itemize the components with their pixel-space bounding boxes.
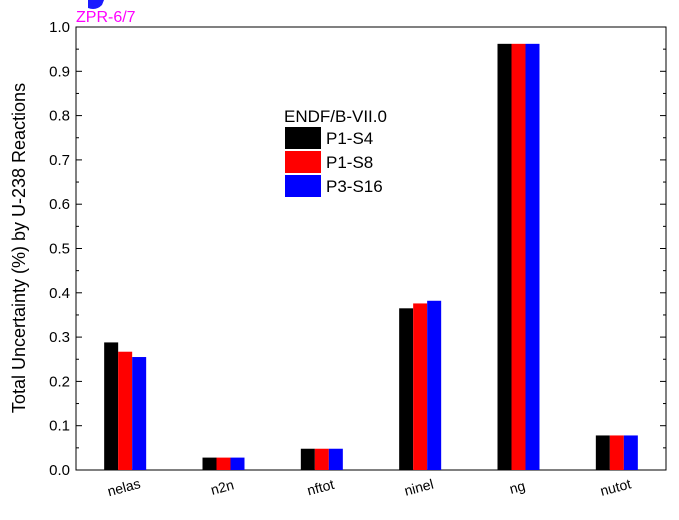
bar-p1-s4-n2n [202,457,217,470]
bar-p1-s8-nutot [609,435,624,470]
y-tick-label: 0.0 [49,462,70,479]
legend-items: P1-S4 P1-S8 P3-S16 [285,127,383,197]
bar-p1-s4-nftot [300,448,315,470]
legend-title: ENDF/B-VII.0 [284,107,387,126]
x-tick-label: nftot [305,476,336,499]
legend-label: P3-S16 [326,177,383,196]
legend-swatch [285,127,321,149]
y-axis-title: Total Uncertainty (%) by U-238 Reactions [9,83,29,413]
legend-swatch [285,175,321,197]
legend-label: P1-S4 [326,129,373,148]
x-axis: nelas n2n nftot ninel ng nutot [106,464,633,499]
y-tick-label: 0.2 [49,373,70,390]
bar-p1-s4-nutot [595,435,610,470]
title-fragment [88,0,104,9]
bar-p3-s16-nftot [328,448,343,470]
y-tick-label: 0.1 [49,418,70,435]
bar-p1-s8-nelas [118,351,133,470]
y-tick-label: 0.4 [49,285,70,302]
x-tick-label: n2n [209,476,236,498]
y-tick-label: 0.6 [49,196,70,213]
y-tick-label: 0.8 [49,108,70,125]
bar-p1-s4-ng [497,43,512,471]
y-tick-label: 0.5 [49,241,70,258]
bar-p3-s16-n2n [230,457,245,470]
bar-p1-s8-nftot [314,448,329,470]
bar-p1-s8-ninel [413,303,428,470]
bar-p3-s16-ninel [427,300,442,470]
bar-p1-s8-n2n [216,457,231,470]
x-tick-label: ng [508,477,527,496]
chart-annotation: ZPR-6/7 [76,9,136,26]
y-tick-label: 1.0 [49,19,70,36]
plot-frame [75,26,667,471]
legend: ENDF/B-VII.0 P1-S4 P1-S8 P3-S16 [284,107,387,197]
bar-p1-s8-ng [511,43,526,471]
plot-area: 0.00.10.20.30.40.50.60.70.80.91.0 nelas n… [49,19,667,499]
bar-p3-s16-nutot [623,435,638,470]
x-tick-label: nutot [598,475,632,499]
y-axis: 0.0 0.1 0.2 0.3 0.4 0.5 0.6 0.7 0.8 0.9 1.0 [49,19,666,479]
y-tick-label: 0.7 [49,152,70,169]
y-tick-label: 0.9 [49,63,70,80]
legend-label: P1-S8 [326,153,373,172]
bar-p1-s4-nelas [104,342,119,470]
bar-p3-s16-ng [525,43,540,471]
x-tick-label: nelas [106,475,142,499]
bar-p1-s4-ninel [399,308,414,470]
y-tick-label: 0.3 [49,329,70,346]
bar-p3-s16-nelas [132,357,147,470]
legend-swatch [285,151,321,173]
bars [104,43,638,471]
x-tick-label: ninel [403,476,436,499]
